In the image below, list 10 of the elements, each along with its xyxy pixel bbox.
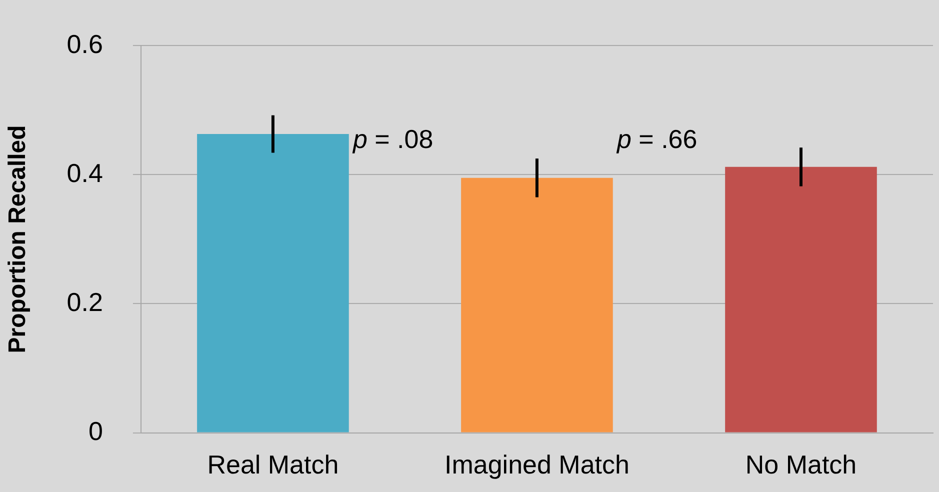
x-tick-label: Real Match <box>207 450 339 480</box>
annotation: p = .66 <box>616 124 698 154</box>
annotation: p = .08 <box>352 124 434 154</box>
y-tick-label: 0.6 <box>66 28 103 59</box>
y-tick-label: 0.4 <box>66 158 103 188</box>
x-tick-label: Imagined Match <box>444 450 630 480</box>
x-tick-label: No Match <box>745 450 857 480</box>
y-tick-label: 0 <box>88 416 103 446</box>
y-axis-title: Proportion Recalled <box>4 125 32 354</box>
y-tick-label: 0.2 <box>66 286 103 317</box>
